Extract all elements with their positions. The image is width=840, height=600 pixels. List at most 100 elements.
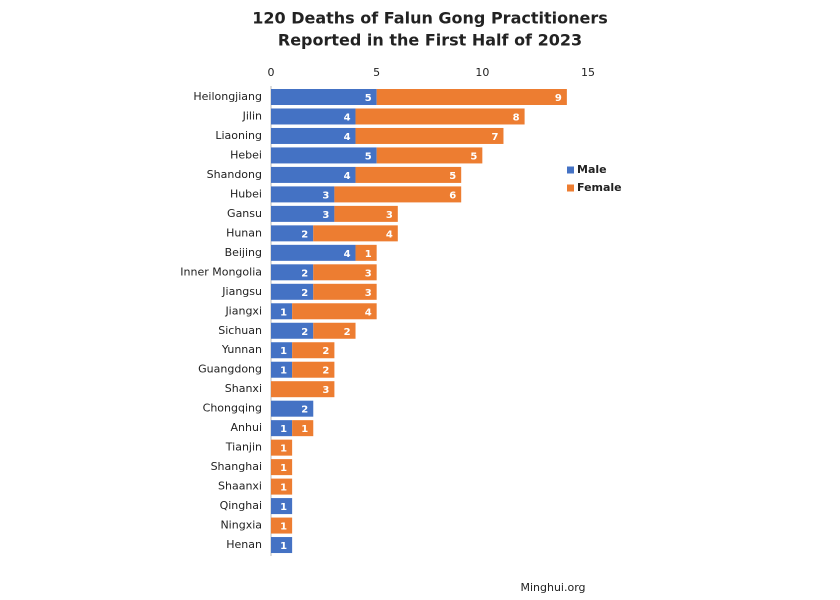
value-label: 5 xyxy=(365,151,372,162)
value-label: 2 xyxy=(301,268,308,279)
bar-segment xyxy=(271,342,293,359)
value-label: 1 xyxy=(280,424,287,435)
value-label: 9 xyxy=(555,93,562,104)
y-tick-label: Chongqing xyxy=(203,402,262,415)
bar-segment xyxy=(355,108,525,125)
value-label: 3 xyxy=(365,288,372,299)
bar-segment xyxy=(271,225,314,242)
bar-segment xyxy=(292,420,314,437)
y-tick-label: Sichuan xyxy=(218,324,262,337)
bar-segment xyxy=(313,264,377,281)
y-tick-label: Ningxia xyxy=(220,519,262,532)
y-tick-label: Hebei xyxy=(230,148,262,161)
y-tick-label: Gansu xyxy=(227,207,262,220)
x-tick-label: 5 xyxy=(373,66,380,79)
bar-segment xyxy=(313,283,377,300)
value-label: 3 xyxy=(365,268,372,279)
bar-segment xyxy=(292,361,335,378)
y-tick-label: Guangdong xyxy=(198,363,262,376)
bar-segment xyxy=(376,147,483,164)
bar-segment xyxy=(271,517,293,534)
value-label: 2 xyxy=(301,327,308,338)
value-label: 4 xyxy=(344,132,351,143)
value-label: 1 xyxy=(280,444,287,455)
bar-segment xyxy=(292,303,377,320)
y-tick-label: Beijing xyxy=(225,246,262,259)
bar-segment xyxy=(271,361,293,378)
y-tick-label: Jiangxi xyxy=(224,304,262,317)
y-tick-label: Heilongjiang xyxy=(193,90,262,103)
y-tick-label: Anhui xyxy=(231,421,263,434)
value-label: 1 xyxy=(280,346,287,357)
value-label: 2 xyxy=(301,288,308,299)
y-tick-label: Qinghai xyxy=(220,499,262,512)
y-tick-label: Liaoning xyxy=(215,129,262,142)
bar-segment xyxy=(271,108,356,125)
source: Minghui.org xyxy=(520,581,585,594)
bar-segment xyxy=(271,89,377,105)
bar-segment xyxy=(271,127,356,144)
value-label: 3 xyxy=(386,210,393,221)
value-label: 5 xyxy=(365,93,372,104)
bar-segment xyxy=(271,283,314,300)
bar-segment xyxy=(271,244,356,261)
y-tick-label: Inner Mongolia xyxy=(180,265,262,278)
x-tick-label: 10 xyxy=(475,66,489,79)
bar-segment xyxy=(271,147,377,164)
value-label: 4 xyxy=(344,171,351,182)
value-label: 1 xyxy=(280,522,287,533)
bar-segment xyxy=(334,186,462,203)
x-tick-label: 0 xyxy=(268,66,275,79)
y-tick-label: Shandong xyxy=(207,168,262,181)
bar-segment xyxy=(355,166,462,183)
value-label: 8 xyxy=(513,112,520,123)
legend-swatch xyxy=(567,184,574,192)
value-label: 2 xyxy=(301,405,308,416)
bar-segment xyxy=(292,342,335,359)
value-label: 2 xyxy=(322,346,329,357)
value-label: 2 xyxy=(344,327,351,338)
value-label: 6 xyxy=(449,190,456,201)
x-tick-label: 15 xyxy=(581,66,595,79)
bar-segment xyxy=(313,225,398,242)
bar-segment xyxy=(271,420,293,437)
value-label: 1 xyxy=(280,463,287,474)
value-label: 1 xyxy=(365,249,372,260)
value-label: 7 xyxy=(491,132,498,143)
y-tick-label: Tianjin xyxy=(225,441,262,454)
y-tick-label: Hunan xyxy=(226,226,262,239)
value-label: 5 xyxy=(449,171,456,182)
bar-segment xyxy=(271,537,293,554)
bar-segment xyxy=(271,264,314,281)
value-label: 2 xyxy=(322,366,329,377)
bar-segment xyxy=(271,498,293,515)
y-tick-label: Hubei xyxy=(230,187,262,200)
y-tick-label: Shanghai xyxy=(211,460,262,473)
y-tick-label: Jilin xyxy=(242,109,262,122)
value-label: 4 xyxy=(344,249,351,260)
bar-segment xyxy=(271,205,335,222)
bar-segment xyxy=(355,127,504,144)
bar-segment xyxy=(271,459,293,476)
value-label: 3 xyxy=(322,210,329,221)
value-label: 5 xyxy=(470,151,477,162)
value-label: 1 xyxy=(301,424,308,435)
y-tick-label: Jiangsu xyxy=(221,285,262,298)
value-label: 1 xyxy=(280,366,287,377)
y-tick-label: Shanxi xyxy=(225,382,262,395)
bar-segment xyxy=(271,186,335,203)
value-label: 2 xyxy=(301,229,308,240)
bar-segment xyxy=(355,244,377,261)
value-label: 3 xyxy=(322,385,329,396)
value-label: 1 xyxy=(280,483,287,494)
value-label: 4 xyxy=(365,307,372,318)
bar-segment xyxy=(271,303,293,320)
value-label: 1 xyxy=(280,541,287,552)
value-label: 1 xyxy=(280,307,287,318)
y-tick-label: Henan xyxy=(226,538,262,551)
bar-segment xyxy=(271,166,356,183)
bar-segment xyxy=(334,205,398,222)
bar-segment xyxy=(271,381,335,398)
bar-segment xyxy=(271,400,314,417)
legend-label: Female xyxy=(577,181,622,194)
